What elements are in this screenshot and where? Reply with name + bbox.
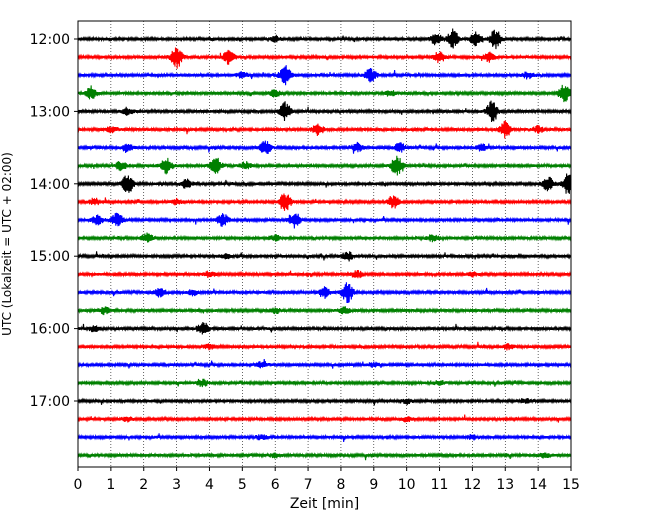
x-tick-label: 0 [74, 477, 83, 493]
trace-14:30 [77, 212, 572, 229]
trace-16:15 [77, 341, 572, 351]
trace-17:15 [77, 414, 572, 423]
x-tick-label: 13 [496, 477, 514, 493]
trace-17:30 [77, 433, 572, 442]
trace-16:45 [77, 378, 572, 388]
trace-14:15 [77, 193, 572, 211]
x-tick-label: 7 [304, 477, 313, 493]
trace-17:45 [77, 451, 572, 461]
vertical-gridlines [110, 21, 539, 467]
x-tick-label: 10 [398, 477, 416, 493]
trace-15:30 [77, 282, 572, 303]
y-axis-label: UTC (Lokalzeit = UTC + 02:00) [0, 152, 14, 336]
trace-12:00 [77, 28, 572, 50]
trace-13:00 [77, 100, 572, 122]
trace-16:00 [77, 321, 572, 335]
trace-12:45 [77, 84, 572, 103]
trace-17:00 [77, 397, 572, 406]
y-tick-label: 17:00 [30, 394, 70, 410]
trace-group [77, 28, 572, 461]
x-tick-label: 4 [205, 477, 214, 493]
y-tick-label: 14:00 [30, 177, 70, 193]
trace-13:15 [77, 120, 572, 139]
trace-13:30 [77, 140, 572, 154]
y-tick-label: 13:00 [30, 104, 70, 120]
x-tick-label: 8 [336, 477, 345, 493]
y-tick-label: 12:00 [30, 32, 70, 48]
trace-14:00 [77, 173, 572, 194]
x-tick-label: 15 [562, 477, 580, 493]
plot-frame [77, 20, 572, 468]
x-tick-label: 3 [172, 477, 181, 493]
x-tick-label: 12 [463, 477, 481, 493]
x-tick-label: 9 [369, 477, 378, 493]
x-axis-ticks: 0 1 2 3 4 5 6 7 8 9 10 11 12 13 14 15 [74, 467, 580, 493]
trace-15:45 [77, 306, 572, 316]
x-tick-label: 11 [431, 477, 449, 493]
trace-16:30 [77, 359, 572, 369]
trace-14:45 [77, 232, 572, 243]
x-tick-label: 2 [139, 477, 148, 493]
trace-15:15 [77, 269, 572, 279]
trace-12:30 [77, 65, 572, 86]
x-axis-label: Zeit [min] [290, 496, 359, 512]
x-tick-label: 5 [238, 477, 247, 493]
trace-15:00 [77, 251, 572, 262]
trace-12:15 [77, 47, 572, 69]
trace-13:45 [77, 155, 572, 176]
x-tick-label: 6 [271, 477, 280, 493]
y-tick-label: 15:00 [30, 249, 70, 265]
y-tick-label: 16:00 [30, 322, 70, 338]
x-tick-label: 14 [529, 477, 547, 493]
x-tick-label: 1 [106, 477, 115, 493]
y-axis-ticks: 12:00 13:00 14:00 15:00 16:00 17:00 [30, 32, 78, 410]
